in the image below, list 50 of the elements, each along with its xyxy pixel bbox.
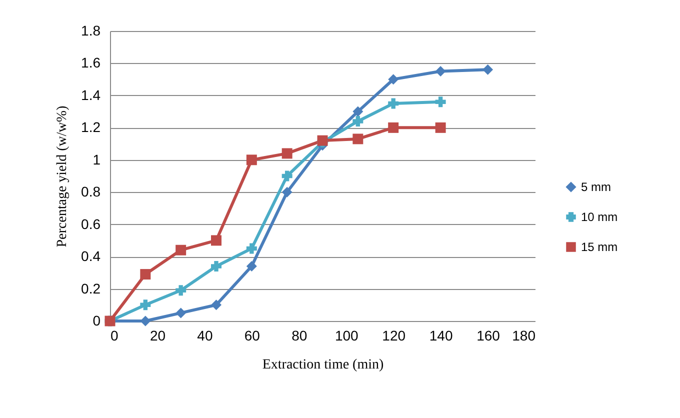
point bbox=[388, 98, 399, 109]
y-axis-title: Percentage yield (w/w%) bbox=[55, 105, 70, 248]
point bbox=[176, 285, 186, 296]
point bbox=[435, 66, 446, 77]
y-tick-label: 0 bbox=[92, 312, 101, 328]
y-tick-label: 0.8 bbox=[81, 184, 101, 200]
point bbox=[176, 308, 186, 318]
point bbox=[352, 106, 364, 117]
legend-label: 10 mm bbox=[581, 210, 618, 224]
legend-label: 15 mm bbox=[581, 240, 618, 254]
point bbox=[282, 148, 292, 159]
point bbox=[246, 260, 257, 272]
point bbox=[282, 170, 292, 182]
point bbox=[388, 74, 399, 85]
point bbox=[246, 154, 257, 166]
x-axis-title: Extraction time (min) bbox=[262, 358, 384, 372]
x-tick-label: 160 bbox=[476, 328, 500, 344]
x-tick-label: 0 bbox=[110, 328, 118, 344]
point bbox=[435, 122, 446, 133]
x-tick-label: 120 bbox=[382, 328, 406, 344]
x-tick-label: 100 bbox=[334, 328, 359, 344]
point bbox=[352, 116, 364, 126]
y-tick-label: 1.8 bbox=[81, 22, 101, 38]
point bbox=[352, 134, 364, 144]
x-tick-label: 40 bbox=[197, 328, 213, 344]
y-tick-label: 1.6 bbox=[81, 54, 101, 71]
y-tick-label: 0.2 bbox=[81, 280, 101, 296]
legend-label: 5 mm bbox=[581, 180, 612, 194]
point bbox=[482, 64, 494, 75]
y-tick-label: 1 bbox=[92, 151, 101, 168]
y-tick-label: 0.6 bbox=[81, 216, 101, 232]
point bbox=[211, 300, 222, 310]
point bbox=[211, 260, 222, 272]
y-tick-label: 1.2 bbox=[81, 119, 101, 136]
y-tick-label: 0.4 bbox=[81, 248, 101, 264]
x-tick-label: 80 bbox=[292, 328, 308, 344]
y-tick-label: 1.4 bbox=[81, 86, 101, 103]
x-tick-label: 180 bbox=[512, 328, 536, 344]
point bbox=[282, 186, 292, 198]
point bbox=[140, 316, 151, 326]
x-tick-label: 20 bbox=[150, 328, 166, 344]
point bbox=[246, 243, 257, 254]
point bbox=[140, 269, 151, 280]
point bbox=[211, 235, 222, 246]
x-tick-label: 60 bbox=[244, 328, 260, 344]
x-tick-label: 140 bbox=[429, 328, 453, 344]
point bbox=[176, 244, 186, 256]
point bbox=[435, 96, 446, 108]
point bbox=[140, 300, 151, 310]
point bbox=[388, 122, 399, 133]
